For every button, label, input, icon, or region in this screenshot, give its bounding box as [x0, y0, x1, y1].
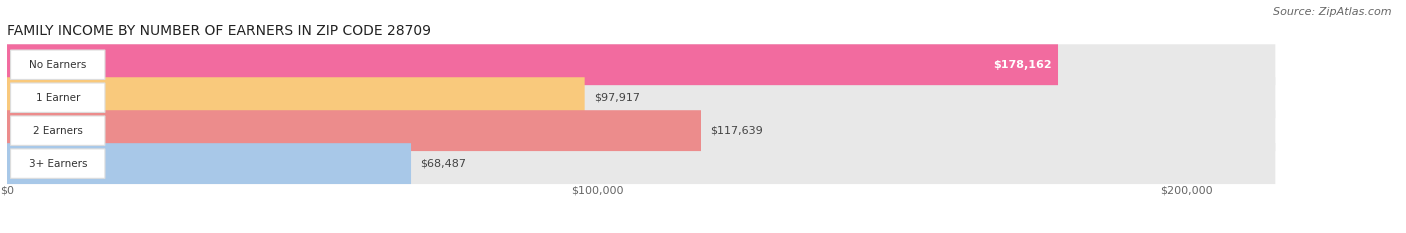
FancyBboxPatch shape — [7, 77, 585, 118]
Text: FAMILY INCOME BY NUMBER OF EARNERS IN ZIP CODE 28709: FAMILY INCOME BY NUMBER OF EARNERS IN ZI… — [7, 24, 432, 38]
Text: $178,162: $178,162 — [994, 60, 1052, 70]
Text: Source: ZipAtlas.com: Source: ZipAtlas.com — [1274, 7, 1392, 17]
FancyBboxPatch shape — [7, 143, 1275, 184]
FancyBboxPatch shape — [7, 77, 1275, 118]
FancyBboxPatch shape — [7, 110, 702, 151]
FancyBboxPatch shape — [7, 143, 411, 184]
Text: $97,917: $97,917 — [595, 93, 640, 103]
FancyBboxPatch shape — [11, 149, 105, 178]
Text: $117,639: $117,639 — [710, 126, 763, 136]
FancyBboxPatch shape — [7, 110, 1275, 151]
FancyBboxPatch shape — [11, 50, 105, 79]
FancyBboxPatch shape — [7, 44, 1275, 85]
Text: No Earners: No Earners — [30, 60, 86, 70]
Text: $68,487: $68,487 — [420, 159, 467, 169]
FancyBboxPatch shape — [11, 116, 105, 145]
Text: 1 Earner: 1 Earner — [35, 93, 80, 103]
FancyBboxPatch shape — [11, 83, 105, 112]
FancyBboxPatch shape — [7, 44, 1059, 85]
Text: 3+ Earners: 3+ Earners — [28, 159, 87, 169]
Text: 2 Earners: 2 Earners — [32, 126, 83, 136]
